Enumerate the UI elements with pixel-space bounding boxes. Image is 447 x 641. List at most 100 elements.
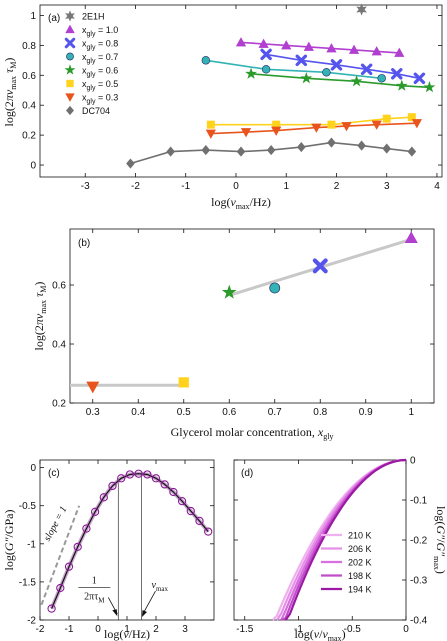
x-tick-label: 3	[384, 181, 390, 192]
data-point	[271, 126, 282, 136]
numax-arrowhead	[142, 609, 147, 617]
series-line-5	[210, 116, 412, 126]
curve-202K	[280, 458, 407, 621]
legend-label: xgly = 1.0	[82, 25, 118, 38]
legend-label: 198 K	[348, 571, 372, 581]
data-point	[269, 282, 281, 294]
data-point	[221, 284, 237, 299]
x-tick-label: 1	[124, 624, 130, 635]
data-point	[117, 474, 126, 483]
y-tick-label: 0.8	[22, 41, 36, 52]
data-point	[160, 480, 169, 489]
y-tick-label: 0.2	[52, 399, 66, 410]
legend-label: 202 K	[348, 558, 372, 568]
panel-b-xlabel: Glycerol molar concentration, xgly	[171, 425, 334, 441]
data-point	[407, 146, 417, 157]
panel-b: 0.3 0.4 0.5 0.6 0.7 0.8 0.9 1 0.2 0.4 0.6 (b) Glyc…	[32, 228, 435, 441]
data-point	[126, 158, 135, 169]
panel-a-frame	[39, 4, 443, 178]
data-point	[108, 481, 117, 491]
y-tick-label: -0.5	[19, 501, 37, 512]
data-point	[195, 516, 204, 526]
panel-d-xlabel: log(ν/νmax)	[294, 627, 345, 641]
legend-label: 210 K	[348, 531, 372, 541]
data-point	[266, 145, 276, 156]
data-point	[240, 128, 252, 138]
legend-label: xgly = 0.8	[82, 39, 118, 52]
x-tick-label: 1	[283, 181, 289, 192]
data-point	[177, 496, 187, 506]
x-tick-label: 0.6	[222, 407, 236, 418]
data-point	[82, 524, 91, 533]
panel-a-ticks: -3 -2 -1 0 1 2 3 4 0 0.2 0.4 0.6 0.8 1	[22, 5, 442, 192]
data-point	[260, 48, 272, 61]
x-tick-label: -3	[81, 181, 90, 192]
legend-marker	[64, 64, 76, 75]
fit-curve-halo	[49, 471, 210, 610]
panel-c: -2 -1 0 1 2 3 -2 -1.5 -1 -0.5 0 slope = 1 1 2πτM νmax…	[2, 459, 215, 641]
panel-b-ylabel: log(2πνmax τM)	[32, 282, 48, 351]
data-point	[258, 38, 269, 48]
data-point	[382, 143, 392, 154]
panel-c-label: (c)	[48, 468, 60, 479]
panel-b-label: (b)	[78, 238, 90, 249]
panel-a-markers	[126, 3, 436, 169]
y-tick-label: 0.6	[52, 281, 66, 292]
legend-label: xgly = 0.5	[82, 79, 118, 92]
data-point	[86, 381, 100, 394]
panel-a-label: (a)	[48, 13, 60, 24]
data-point	[311, 123, 322, 133]
data-point	[350, 75, 363, 87]
data-point	[371, 46, 382, 56]
legend-marker-stroke-2	[64, 37, 76, 49]
data-point	[322, 68, 331, 77]
x-tick-label: 0.7	[268, 407, 282, 418]
panel-d-curves	[271, 458, 407, 622]
legend-label: xgly = 0.3	[82, 93, 118, 106]
x-tick-label: -1.5	[236, 624, 254, 635]
x-tick-label: 0	[403, 624, 409, 635]
x-tick-label: 0	[95, 624, 101, 635]
data-point	[407, 113, 416, 122]
data-point	[296, 142, 306, 153]
x-tick-label: -2	[131, 181, 140, 192]
data-point	[235, 37, 247, 47]
x-tick-label: 0.9	[359, 407, 373, 418]
data-point	[236, 146, 246, 157]
data-point	[166, 146, 175, 157]
curve-198K	[280, 458, 407, 622]
panel-b-markers	[86, 231, 418, 394]
curve-194K	[284, 458, 407, 621]
data-point	[377, 74, 386, 83]
data-point	[360, 63, 373, 76]
y-tick-label: -1.5	[19, 577, 37, 588]
x-tick-label: 2	[334, 181, 340, 192]
panel-c-xlabel: log(ν/Hz)	[104, 627, 150, 641]
panel-a-xlabel: log(νmax/Hz)	[211, 195, 271, 211]
series-line-2	[265, 53, 420, 80]
data-point	[261, 65, 271, 74]
y-tick-label: 0	[410, 456, 416, 467]
numax-annotation: νmax	[152, 580, 169, 593]
data-point	[303, 41, 314, 51]
data-point	[423, 81, 436, 93]
data-point	[411, 119, 422, 129]
tau-annotation-denominator: 2πτM	[84, 591, 105, 604]
tau-annotation-numerator: 1	[92, 575, 97, 586]
data-point	[327, 137, 336, 148]
panel-d-ylabel: log(G″/G″max)	[432, 506, 447, 574]
data-point	[47, 604, 56, 613]
tau-arrowhead	[112, 609, 118, 617]
data-point-stroke-2	[312, 258, 328, 274]
data-point	[413, 72, 426, 85]
x-tick-label: -0.5	[344, 624, 362, 635]
x-tick-label: 0	[233, 181, 239, 192]
x-tick-label: 0.3	[86, 407, 100, 418]
panel-c-frame	[39, 459, 215, 621]
y-tick-label: 0.4	[22, 101, 36, 112]
data-point	[348, 44, 360, 54]
data-point	[99, 493, 108, 502]
data-point	[295, 54, 308, 67]
data-point	[151, 474, 161, 483]
